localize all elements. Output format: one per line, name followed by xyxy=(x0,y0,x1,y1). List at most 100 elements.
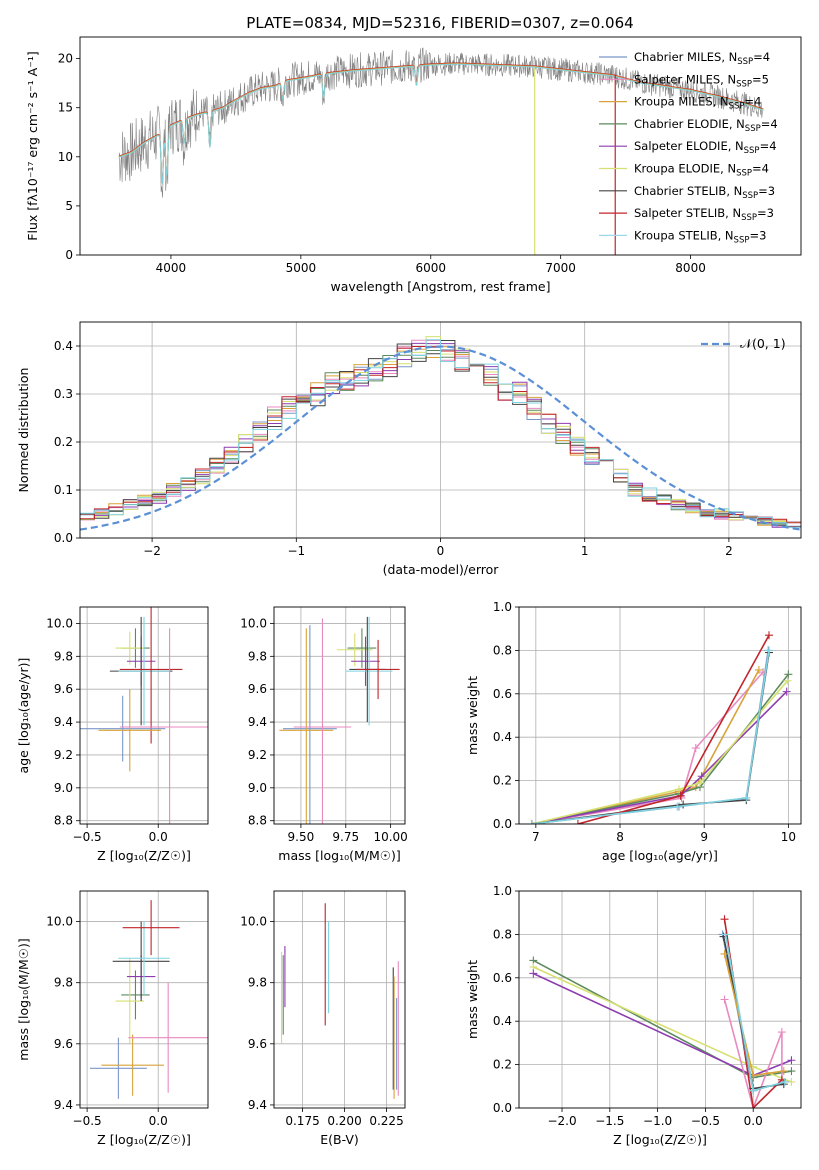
x-axis-label: (data-model)/error xyxy=(383,562,500,577)
y-tick-label: 9.0 xyxy=(248,781,267,795)
series-marker xyxy=(720,915,729,924)
legend-sub: SSP xyxy=(734,235,750,245)
series-line xyxy=(723,999,783,1108)
x-tick-label: 0.175 xyxy=(285,1114,319,1128)
series-marker xyxy=(674,785,683,794)
legend-name: Kroupa STELIB, N xyxy=(634,228,734,242)
y-tick-label: 9.6 xyxy=(248,1037,267,1051)
x-tick-label: 7000 xyxy=(545,261,576,275)
series-marker xyxy=(777,1028,786,1037)
legend-entry: Chabrier ELODIE, NSSP=4 xyxy=(634,117,778,134)
y-tick-label: 0.8 xyxy=(493,643,512,657)
axes-frame xyxy=(518,606,802,825)
x-tick-label: 10 xyxy=(781,830,796,844)
legend-entry: Kroupa MILES, NSSP=4 xyxy=(634,95,761,112)
plot-area xyxy=(80,607,208,824)
legend-name: Salpeter STELIB, N xyxy=(634,206,741,220)
series-marker xyxy=(691,744,700,753)
series-marker xyxy=(783,676,792,685)
y-tick-label: 0.4 xyxy=(493,730,512,744)
mass-vs-ebv-panel: 0.175 0.200 0.225 9.4 9.6 9.8 10.0 E(B-V) xyxy=(240,890,406,1147)
x-tick-label: 6000 xyxy=(415,261,446,275)
series-marker xyxy=(779,1067,788,1076)
axes-frame xyxy=(79,321,802,539)
series-marker xyxy=(695,778,704,787)
y-tick-label: 8.8 xyxy=(54,814,73,828)
legend-sub: SSP xyxy=(744,146,760,156)
x-axis-label: Z [log₁₀(Z/Z☉)] xyxy=(97,848,191,863)
x-tick-label: −1.5 xyxy=(595,1114,624,1128)
y-tick-label: 10.0 xyxy=(46,915,73,929)
legend-entry: Kroupa ELODIE, NSSP=4 xyxy=(634,162,769,179)
plot-area xyxy=(118,47,764,255)
series-marker xyxy=(780,1077,789,1086)
y-tick-label: 0.4 xyxy=(493,1014,512,1028)
y-tick-label: 9.8 xyxy=(248,976,267,990)
series-marker xyxy=(787,1056,796,1065)
legend-name: Kroupa MILES, N xyxy=(634,95,729,109)
x-tick-label: 8000 xyxy=(675,261,706,275)
x-tick-label: 0.0 xyxy=(744,1114,763,1128)
y-axis-label: mass [log₁₀(M/M☉)] xyxy=(16,938,31,1060)
series-line xyxy=(532,972,792,1077)
legend-entry: Salpeter MILES, NSSP=5 xyxy=(634,72,769,89)
x-tick-label: −0.5 xyxy=(691,1114,720,1128)
legend-sub: SSP xyxy=(736,79,752,89)
plot-area xyxy=(519,891,801,1108)
x-tick-label: −2.0 xyxy=(547,1114,576,1128)
age-vs-z-panel: −0.5 0.0 8.8 9.0 9.2 9.4 9.6 9.8 10.0 Z [log₁₀(Z/… xyxy=(16,606,209,863)
series-line xyxy=(577,634,770,824)
series-line xyxy=(531,671,764,824)
legend-value: =4 xyxy=(744,95,761,109)
x-tick-label: 5000 xyxy=(286,261,317,275)
y-tick-label: 0.4 xyxy=(54,339,73,353)
series-line xyxy=(531,680,789,824)
series-marker xyxy=(529,969,538,978)
x-tick-label: 7 xyxy=(532,830,540,844)
x-tick-label: 4000 xyxy=(156,261,187,275)
series-marker xyxy=(782,687,791,696)
y-tick-label: 1.0 xyxy=(493,600,512,614)
legend-value: =4 xyxy=(752,162,769,176)
series-marker xyxy=(673,802,682,811)
x-tick-label: 0.200 xyxy=(327,1114,361,1128)
x-tick-label: 0.0 xyxy=(149,1114,168,1128)
y-tick-label: 9.8 xyxy=(54,976,73,990)
y-tick-label: 9.6 xyxy=(248,682,267,696)
y-tick-label: 0.2 xyxy=(493,774,512,788)
legend-value: =4 xyxy=(760,139,777,153)
x-axis-label: age [log₁₀(age/yr)] xyxy=(602,848,718,863)
series-line xyxy=(531,650,770,824)
y-tick-label: 0.2 xyxy=(54,435,73,449)
y-tick-label: 9.8 xyxy=(248,649,267,663)
y-tick-label: 10.0 xyxy=(46,616,73,630)
y-tick-label: 8.8 xyxy=(248,814,267,828)
histogram-step xyxy=(80,339,801,528)
series-marker xyxy=(573,820,582,824)
x-tick-label: 0.225 xyxy=(369,1114,403,1128)
legend-entry: Salpeter STELIB, NSSP=3 xyxy=(634,206,774,223)
normal-curve xyxy=(80,345,801,531)
figure-title: PLATE=0834, MJD=52316, FIBERID=0307, z=0… xyxy=(246,14,633,32)
x-tick-label: 2 xyxy=(725,544,733,558)
series-marker xyxy=(784,670,793,679)
y-tick-label: 9.4 xyxy=(54,715,73,729)
axes-frame xyxy=(273,890,406,1109)
y-tick-label: 9.4 xyxy=(54,1098,73,1112)
series-line xyxy=(531,691,788,824)
y-tick-label: 0.0 xyxy=(54,531,73,545)
x-tick-label: 0.0 xyxy=(149,830,168,844)
series-marker xyxy=(720,995,729,1004)
x-tick-label: 9 xyxy=(700,830,708,844)
series-marker xyxy=(749,1086,758,1095)
legend-entry: Chabrier STELIB, NSSP=3 xyxy=(634,184,775,201)
y-tick-label: 20 xyxy=(58,52,73,66)
y-tick-label: 10.0 xyxy=(240,915,267,929)
series-marker xyxy=(721,930,730,939)
axes-frame xyxy=(79,890,209,1109)
x-tick-label: −2 xyxy=(143,544,161,558)
spectrum-model-line xyxy=(118,62,764,183)
y-tick-label: 10.0 xyxy=(240,616,267,630)
series-marker xyxy=(697,772,706,781)
